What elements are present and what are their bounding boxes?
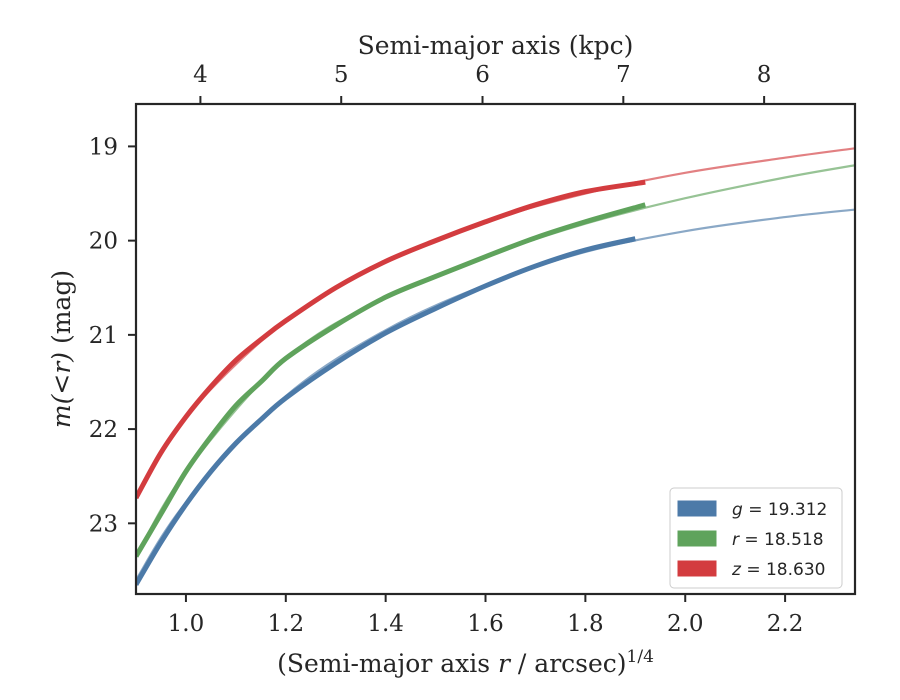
legend-label: z = 18.630 bbox=[731, 560, 825, 580]
x-tick-label: 2.2 bbox=[767, 611, 804, 637]
legend-swatch bbox=[677, 560, 717, 577]
y-axis-title: m(<r) (mag) bbox=[47, 270, 76, 428]
legend-item-z: z = 18.630 bbox=[677, 560, 825, 580]
top-x-tick-label: 5 bbox=[334, 62, 349, 88]
legend-swatch bbox=[677, 530, 717, 547]
legend: g = 19.312 r = 18.518 z = 18.630 bbox=[669, 487, 843, 589]
x-axis-title: (Semi-major axis r / arcsec)1/4 bbox=[277, 647, 654, 678]
top-x-tick-label: 6 bbox=[475, 62, 490, 88]
x-tick-label: 1.8 bbox=[567, 611, 604, 637]
data-curves bbox=[136, 179, 646, 586]
plot-frame bbox=[134, 102, 857, 596]
y-tick-label: 23 bbox=[89, 511, 118, 537]
x-tick-label: 1.2 bbox=[268, 611, 305, 637]
data-curve-g bbox=[136, 236, 636, 586]
top-axis-title: Semi-major axis (kpc) bbox=[358, 31, 634, 60]
top-x-tick-label: 4 bbox=[193, 62, 208, 88]
x-tick-label: 1.6 bbox=[467, 611, 504, 637]
legend-item-r: r = 18.518 bbox=[677, 530, 824, 550]
model-curve-z bbox=[136, 147, 855, 499]
top-x-tick-label: 8 bbox=[757, 62, 772, 88]
axis-ticks: 1.0 1.2 1.4 1.6 1.8 2.0 2.2 19 20 21 22 23 4 5 6 7 8 bbox=[89, 62, 804, 637]
legend-swatch bbox=[677, 500, 717, 517]
legend-label: g = 19.312 bbox=[732, 500, 827, 520]
x-tick-label: 2.0 bbox=[667, 611, 704, 637]
top-x-tick-label: 7 bbox=[616, 62, 631, 88]
x-tick-label: 1.0 bbox=[168, 611, 205, 637]
data-curve-z bbox=[136, 179, 646, 500]
y-tick-label: 20 bbox=[89, 229, 118, 255]
y-tick-label: 22 bbox=[89, 417, 118, 443]
x-tick-label: 1.4 bbox=[367, 611, 404, 637]
y-tick-label: 21 bbox=[89, 323, 118, 349]
y-tick-label: 19 bbox=[89, 134, 118, 160]
data-curve-r bbox=[136, 202, 646, 558]
legend-item-g: g = 19.312 bbox=[677, 500, 827, 520]
legend-label: r = 18.518 bbox=[732, 530, 824, 550]
